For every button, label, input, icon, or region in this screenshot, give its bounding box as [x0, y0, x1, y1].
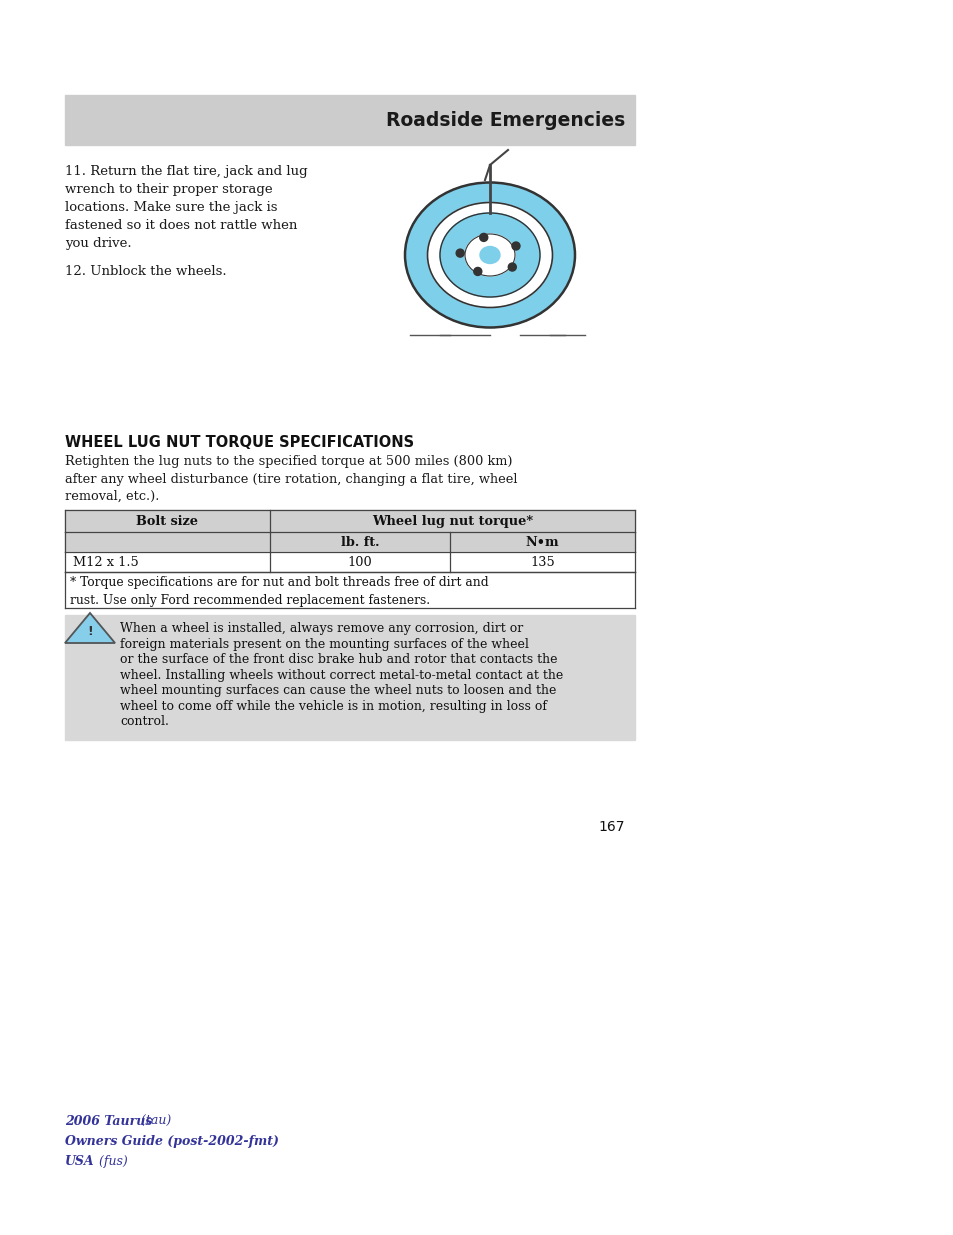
Bar	[65, 95, 635, 144]
Ellipse shape	[479, 247, 499, 263]
Text: wheel mounting surfaces can cause the wheel nuts to loosen and the: wheel mounting surfaces can cause the wh…	[120, 684, 556, 697]
Bar	[65, 615, 635, 740]
Text: Bolt size: Bolt size	[136, 515, 198, 527]
Text: 11. Return the flat tire, jack and lug
wrench to their proper storage
locations.: 11. Return the flat tire, jack and lug w…	[65, 165, 307, 249]
Text: 167: 167	[598, 820, 624, 834]
Text: 2006 Taurus: 2006 Taurus	[65, 1115, 152, 1128]
Text: !: !	[87, 625, 92, 637]
Ellipse shape	[439, 212, 539, 296]
Text: (fus): (fus)	[95, 1155, 128, 1168]
Text: or the surface of the front disc brake hub and rotor that contacts the: or the surface of the front disc brake h…	[120, 653, 557, 666]
Polygon shape	[65, 613, 115, 643]
Ellipse shape	[464, 233, 515, 275]
Text: foreign materials present on the mounting surfaces of the wheel: foreign materials present on the mountin…	[120, 637, 528, 651]
Text: (tau): (tau)	[137, 1115, 172, 1128]
Text: Owners Guide (post-2002-fmt): Owners Guide (post-2002-fmt)	[65, 1135, 278, 1149]
Bar	[65, 572, 635, 608]
Text: wheel. Installing wheels without correct metal-to-metal contact at the: wheel. Installing wheels without correct…	[120, 668, 562, 682]
Ellipse shape	[405, 183, 575, 327]
Circle shape	[512, 242, 519, 249]
Text: control.: control.	[120, 715, 169, 727]
Text: * Torque specifications are for nut and bolt threads free of dirt and
rust. Use : * Torque specifications are for nut and …	[70, 576, 488, 606]
Circle shape	[479, 233, 487, 241]
Bar	[65, 552, 635, 572]
Circle shape	[456, 249, 464, 257]
Text: Wheel lug nut torque*: Wheel lug nut torque*	[372, 515, 533, 527]
Ellipse shape	[427, 203, 552, 308]
Text: M12 x 1.5: M12 x 1.5	[73, 556, 138, 568]
Text: 135: 135	[530, 556, 555, 568]
Text: When a wheel is installed, always remove any corrosion, dirt or: When a wheel is installed, always remove…	[120, 622, 522, 635]
Text: N•m: N•m	[525, 536, 558, 548]
Text: USA: USA	[65, 1155, 94, 1168]
Bar	[65, 532, 635, 552]
Text: wheel to come off while the vehicle is in motion, resulting in loss of: wheel to come off while the vehicle is i…	[120, 699, 546, 713]
Text: WHEEL LUG NUT TORQUE SPECIFICATIONS: WHEEL LUG NUT TORQUE SPECIFICATIONS	[65, 435, 414, 450]
Circle shape	[508, 263, 516, 270]
Text: 100: 100	[347, 556, 372, 568]
Text: Retighten the lug nuts to the specified torque at 500 miles (800 km)
after any w: Retighten the lug nuts to the specified …	[65, 454, 517, 503]
Text: Roadside Emergencies: Roadside Emergencies	[385, 110, 624, 130]
Bar	[65, 510, 635, 532]
Text: lb. ft.: lb. ft.	[340, 536, 379, 548]
Text: 12. Unblock the wheels.: 12. Unblock the wheels.	[65, 266, 227, 278]
Circle shape	[474, 268, 481, 275]
